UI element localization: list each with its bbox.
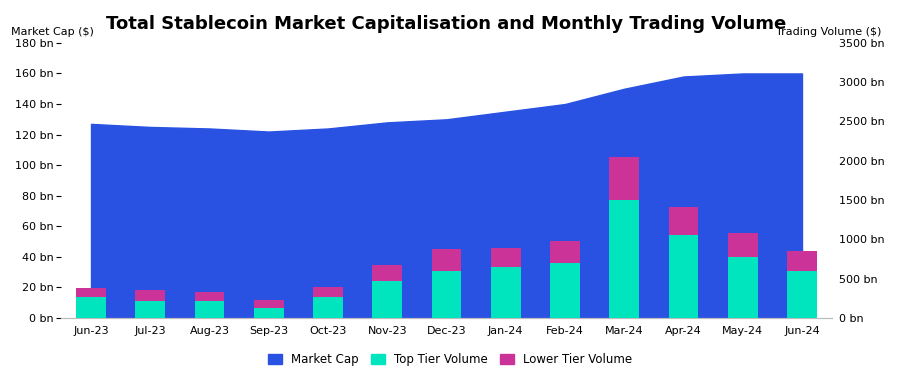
Bar <box>491 267 520 318</box>
Title: Total Stablecoin Market Capitalisation and Monthly Trading Volume: Total Stablecoin Market Capitalisation a… <box>106 15 787 33</box>
Bar <box>254 300 284 308</box>
Bar <box>373 281 402 318</box>
Bar <box>550 263 580 318</box>
Text: Trading Volume ($): Trading Volume ($) <box>777 27 882 37</box>
Bar <box>432 249 462 271</box>
Text: Market Cap ($): Market Cap ($) <box>12 27 94 37</box>
Bar <box>313 297 343 318</box>
Legend: Market Cap, Top Tier Volume, Lower Tier Volume: Market Cap, Top Tier Volume, Lower Tier … <box>263 348 637 371</box>
Bar <box>669 235 698 318</box>
Bar <box>609 157 639 200</box>
Bar <box>76 288 106 297</box>
Bar <box>194 301 224 318</box>
Bar <box>788 251 817 271</box>
Bar <box>135 291 165 301</box>
Bar <box>728 233 758 257</box>
Bar <box>194 292 224 301</box>
Bar <box>550 241 580 263</box>
Bar <box>788 271 817 318</box>
Bar <box>669 207 698 235</box>
Bar <box>373 265 402 281</box>
Bar <box>135 301 165 318</box>
Bar <box>76 297 106 318</box>
Bar <box>313 286 343 297</box>
Bar <box>254 308 284 318</box>
Bar <box>432 271 462 318</box>
Bar <box>491 248 520 267</box>
Bar <box>609 200 639 318</box>
Bar <box>728 257 758 318</box>
